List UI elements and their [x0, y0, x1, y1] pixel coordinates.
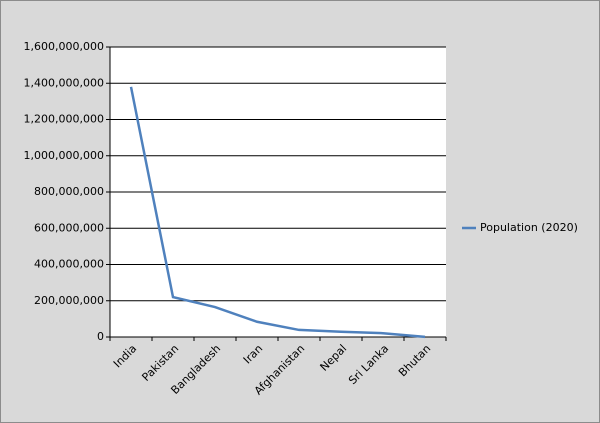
- y-tick-label: 0: [97, 330, 104, 343]
- y-tick-label: 1,200,000,000: [24, 113, 104, 126]
- y-tick-label: 1,400,000,000: [24, 76, 104, 89]
- series-line: [129, 86, 426, 339]
- y-tick-label: 800,000,000: [34, 185, 104, 198]
- y-tick-label: 600,000,000: [34, 221, 104, 234]
- y-tick-label: 1,600,000,000: [24, 40, 104, 53]
- y-tick-label: 400,000,000: [34, 258, 104, 271]
- legend-label: Population (2020): [480, 221, 578, 234]
- y-tick-label: 200,000,000: [34, 294, 104, 307]
- y-tick-label: 1,000,000,000: [24, 149, 104, 162]
